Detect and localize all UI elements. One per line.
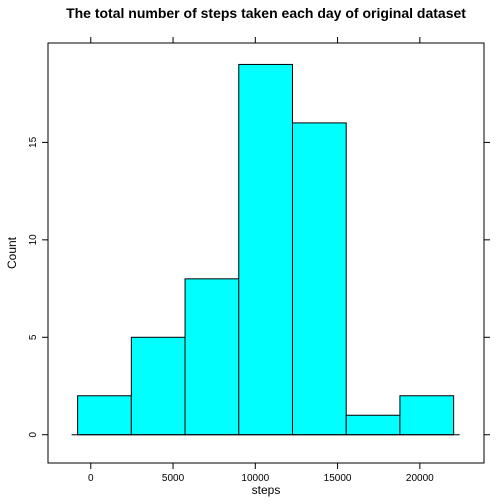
tick-label: 20000	[406, 473, 434, 484]
tick-label: 15000	[324, 473, 352, 484]
tick-label: 15	[28, 136, 39, 148]
chart-title: The total number of steps taken each day…	[66, 5, 466, 21]
tick-label: 0	[88, 473, 94, 484]
tick-label: 0	[28, 432, 39, 438]
histogram-bar	[399, 395, 455, 436]
tick-label: 5	[28, 334, 39, 340]
histogram-bar	[77, 395, 132, 436]
tick-label: 5000	[162, 473, 185, 484]
histogram-bar	[130, 336, 186, 436]
bars-group	[77, 63, 455, 436]
y-axis-label: Count	[5, 236, 19, 269]
histogram-bar	[345, 414, 401, 436]
ticks-group: 0 5000 10000 15000 20000 0 5 10 15	[28, 37, 490, 484]
histogram-bar	[238, 63, 293, 436]
plot-panel	[47, 42, 485, 464]
histogram-bar	[184, 278, 240, 436]
tick-label: 10	[28, 234, 39, 246]
histogram-bar	[291, 122, 347, 436]
x-axis-label: steps	[252, 483, 281, 497]
tick-label: 10000	[241, 473, 269, 484]
